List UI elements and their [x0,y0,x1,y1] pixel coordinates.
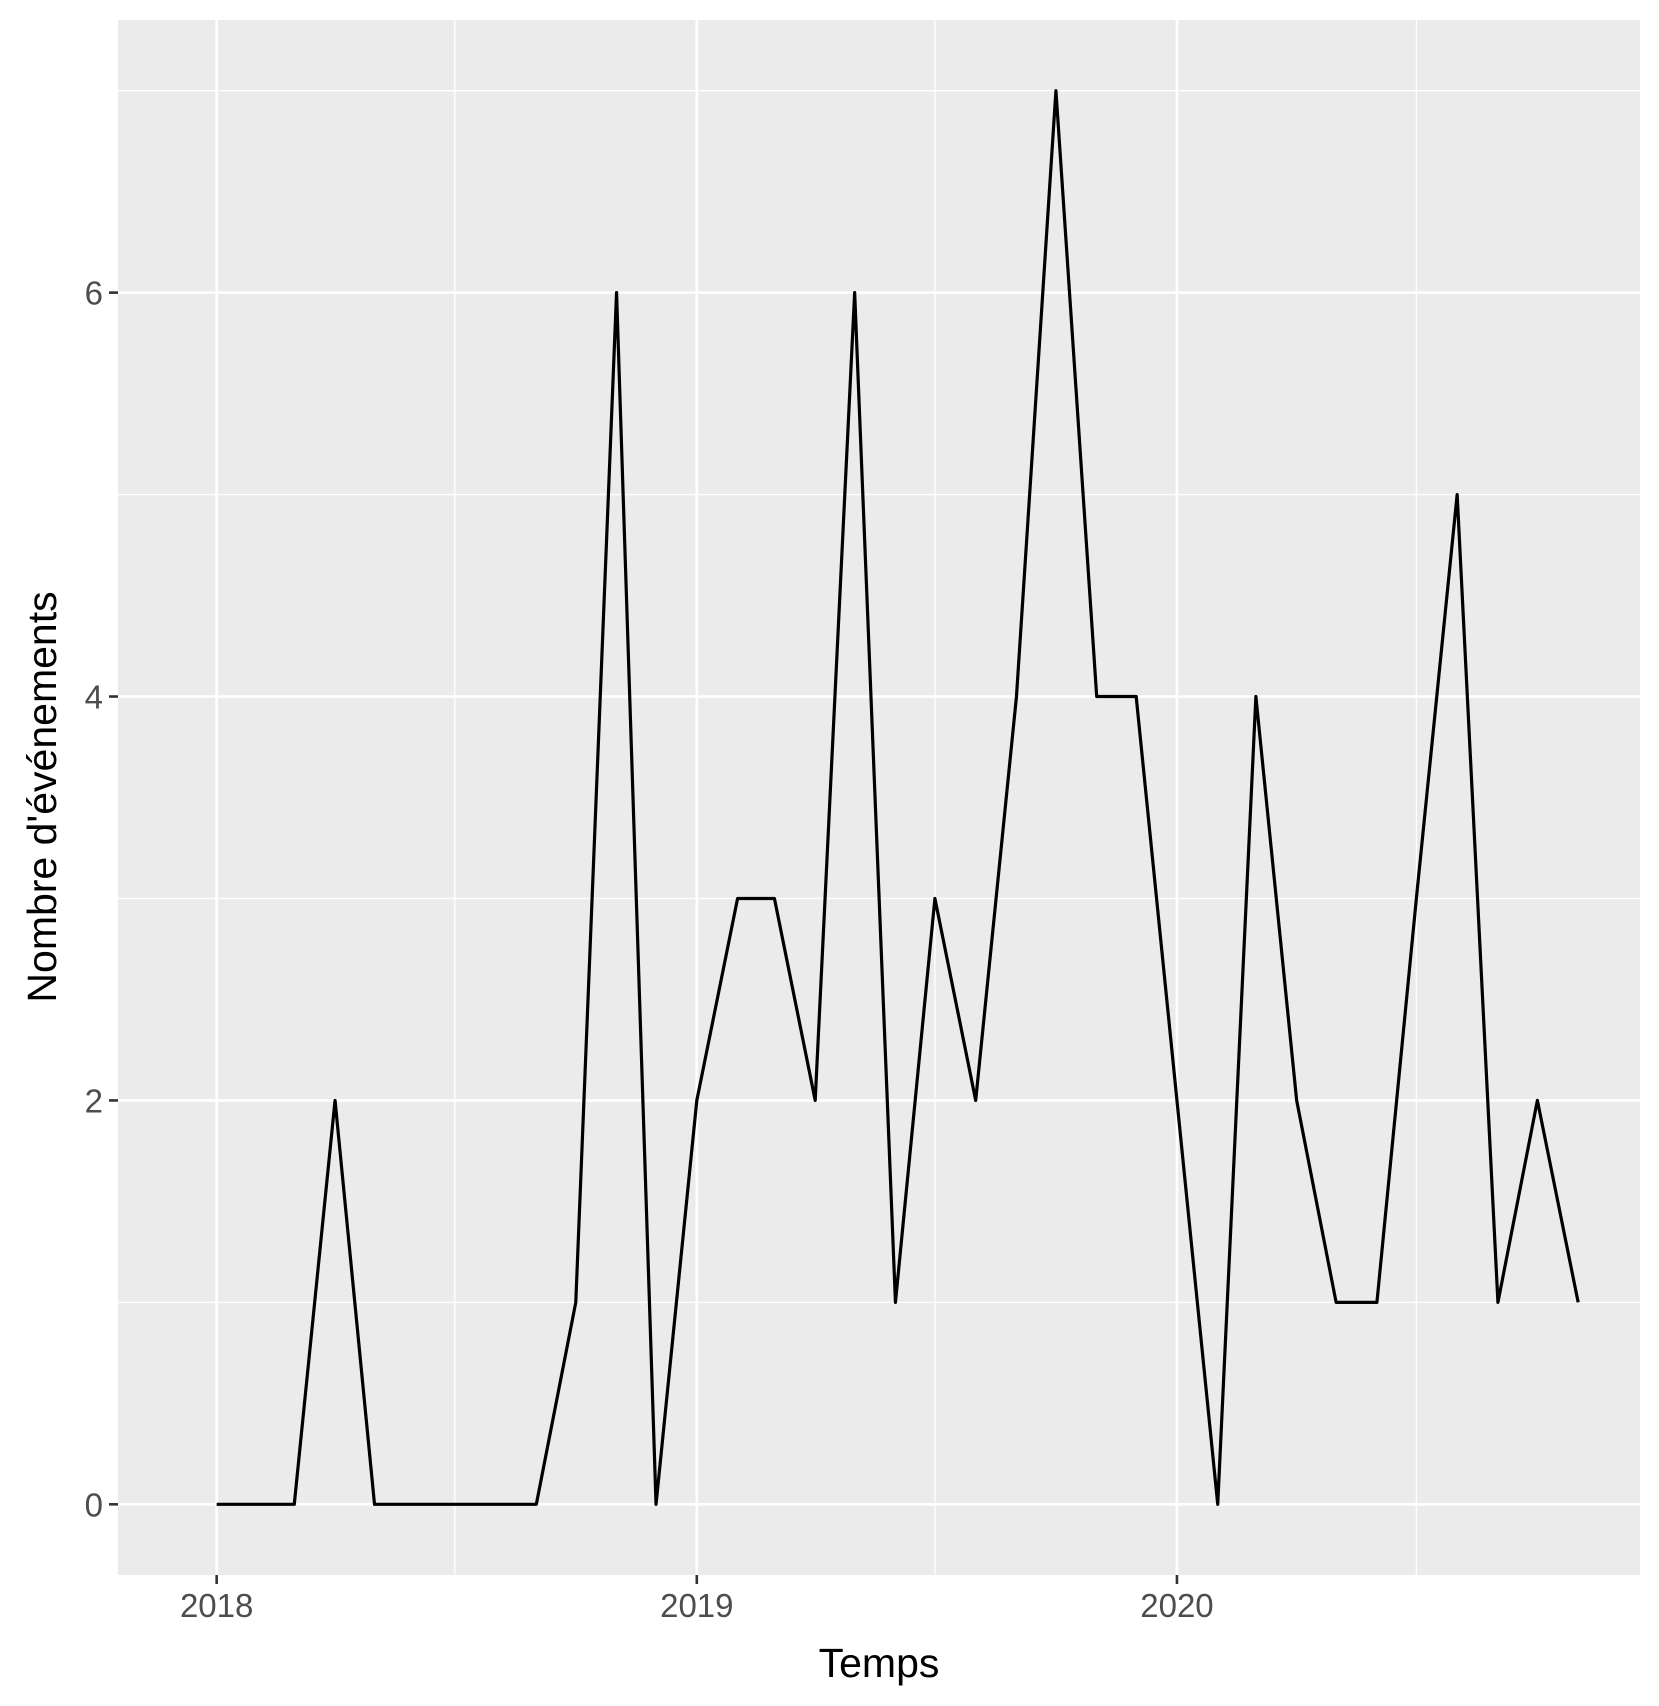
x-tick-label: 2020 [1140,1587,1213,1624]
y-tick-label: 2 [85,1082,103,1119]
major-gridlines [118,20,1640,1575]
y-tick-label: 0 [85,1486,103,1523]
y-axis: 0 2 4 6 [85,275,118,1523]
x-tick-label: 2019 [660,1587,733,1624]
series-line [216,89,1580,1506]
y-tick-label: 4 [85,679,103,716]
x-axis-title: Temps [819,1640,940,1686]
y-tick-label: 6 [85,275,103,312]
plot-panel [118,20,1640,1575]
y-axis-title: Nombre d'événements [19,591,65,1002]
x-axis: 2018 2019 2020 [180,1575,1214,1624]
data-series [216,89,1580,1506]
x-tick-label: 2018 [180,1587,253,1624]
minor-gridlines [118,20,1640,1575]
